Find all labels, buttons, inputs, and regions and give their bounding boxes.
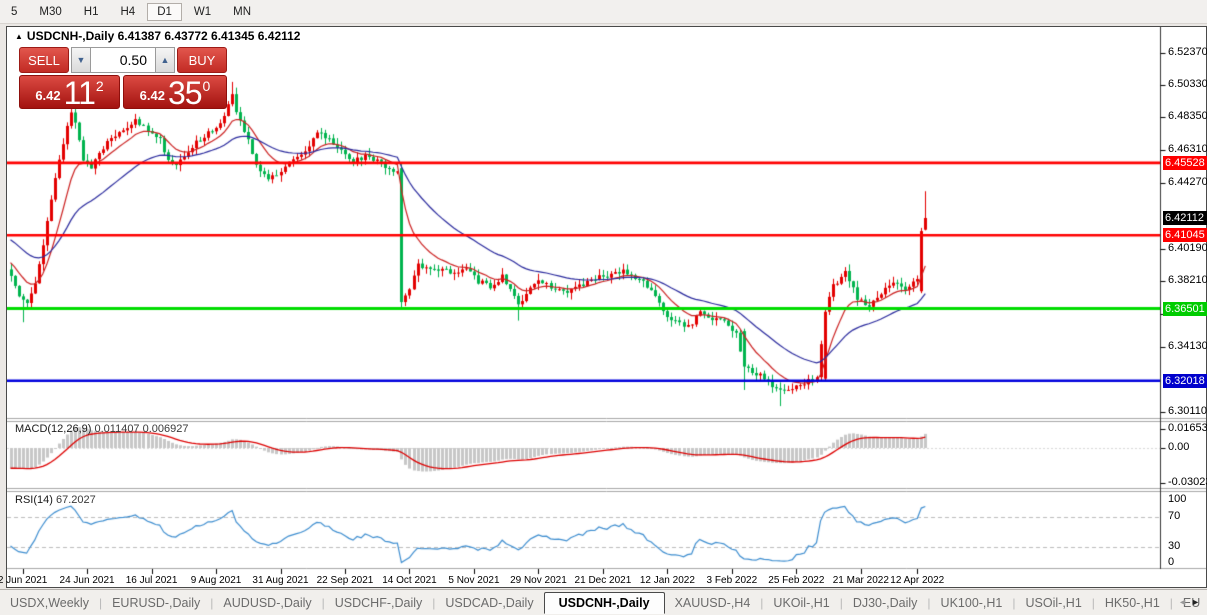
tab-separator: | bbox=[1012, 596, 1016, 610]
date-label: 14 Oct 2021 bbox=[382, 575, 437, 586]
date-label: 25 Feb 2022 bbox=[768, 575, 825, 586]
chart-ohlc-values: 6.41387 6.43772 6.41345 6.42112 bbox=[117, 29, 301, 43]
price-tick-label: 6.38210 bbox=[1168, 273, 1207, 286]
tab-scroll-arrows: ◄► bbox=[1178, 597, 1204, 607]
date-label: 12 Apr 2022 bbox=[890, 575, 945, 586]
date-label: 21 Dec 2021 bbox=[574, 575, 632, 586]
date-label: 2 Jun 2021 bbox=[0, 575, 48, 586]
one-click-trade-panel: SELL ▼ 0.50 ▲ BUY 6.42 11 2 6.42 35 0 bbox=[19, 47, 227, 109]
tab-separator: | bbox=[432, 596, 436, 610]
buy-price-small: 6.42 bbox=[139, 88, 165, 103]
date-label: 22 Sep 2021 bbox=[316, 575, 374, 586]
collapse-trade-panel-icon[interactable]: ▲ bbox=[15, 32, 23, 41]
tab-separator: | bbox=[1169, 596, 1173, 610]
buy-price-big: 35 bbox=[167, 75, 203, 111]
date-label: 24 Jun 2021 bbox=[59, 575, 115, 586]
sell-button[interactable]: SELL bbox=[19, 47, 69, 73]
macd-tick-label: 0.00 bbox=[1168, 441, 1190, 453]
sell-price-sup: 2 bbox=[95, 78, 104, 94]
chart-tab-eu[interactable]: EU bbox=[1182, 596, 1201, 610]
chart-tab-usdchf-daily[interactable]: USDCHF-,Daily bbox=[334, 596, 423, 610]
chart-tab-hk50-h1[interactable]: HK50-,H1 bbox=[1104, 596, 1160, 610]
chart-tab-usdcad-daily[interactable]: USDCAD-,Daily bbox=[445, 596, 534, 610]
timeframe-button-D1[interactable]: D1 bbox=[147, 2, 182, 21]
timeframe-button-5[interactable]: 5 bbox=[11, 5, 18, 18]
price-tick-label: 6.30110 bbox=[1168, 404, 1207, 417]
rsi-tick-label: 30 bbox=[1168, 540, 1181, 552]
timeframe-button-M30[interactable]: M30 bbox=[39, 5, 62, 18]
timeframe-toolbar: 5 M30 H1 H4 D1 W1 MN bbox=[0, 0, 1207, 24]
date-label: 29 Nov 2021 bbox=[510, 575, 567, 586]
volume-increase-button[interactable]: ▲ bbox=[155, 47, 175, 73]
rsi-tick-label: 70 bbox=[1168, 510, 1181, 522]
rsi-tick-label: 100 bbox=[1168, 493, 1187, 505]
date-label: 21 Mar 2022 bbox=[832, 575, 889, 586]
date-label: 3 Feb 2022 bbox=[706, 575, 758, 586]
chart-tab-audusd-daily[interactable]: AUDUSD-,Daily bbox=[223, 596, 312, 610]
buy-price-sup: 0 bbox=[202, 78, 211, 94]
price-tick-label: 6.46310 bbox=[1168, 143, 1207, 156]
sell-price-display[interactable]: 6.42 11 2 bbox=[19, 75, 120, 109]
chart-canvas[interactable] bbox=[7, 27, 1206, 587]
chart-tab-xauusd-h4[interactable]: XAUUSD-,H4 bbox=[674, 596, 751, 610]
macd-tick-label: 0.01653 bbox=[1168, 422, 1207, 434]
chevron-up-icon: ▲ bbox=[160, 55, 170, 65]
chart-tab-bar: USDX,Weekly | EURUSD-,Daily | AUDUSD-,Daily |… bbox=[0, 589, 1207, 615]
buy-button[interactable]: BUY bbox=[177, 47, 227, 73]
price-level-label: 6.45528 bbox=[1163, 155, 1207, 170]
price-tick-label: 6.50330 bbox=[1168, 78, 1207, 91]
tab-scroll-right-icon[interactable]: ► bbox=[1191, 597, 1204, 607]
tab-separator: | bbox=[839, 596, 843, 610]
timeframe-button-MN[interactable]: MN bbox=[233, 5, 252, 18]
tab-separator: | bbox=[1091, 596, 1095, 610]
chart-tab-ukoil-h1[interactable]: UKOil-,H1 bbox=[773, 596, 830, 610]
sell-price-big: 11 bbox=[63, 75, 96, 111]
chart-tab-dj30-daily[interactable]: DJ30-,Daily bbox=[852, 596, 918, 610]
chevron-down-icon: ▼ bbox=[76, 55, 86, 65]
volume-spinner: ▼ 0.50 ▲ bbox=[71, 47, 175, 73]
rsi-tick-label: 0 bbox=[1168, 556, 1175, 568]
tab-separator: | bbox=[98, 596, 103, 610]
chart-tab-usdcnh-daily[interactable]: USDCNH-,Daily bbox=[543, 592, 665, 614]
price-level-label: 6.36501 bbox=[1163, 301, 1207, 316]
tab-scroll-left-icon[interactable]: ◄ bbox=[1178, 597, 1192, 607]
timeframe-button-H1[interactable]: H1 bbox=[83, 5, 99, 18]
price-tick-label: 6.52370 bbox=[1168, 45, 1207, 58]
chart-symbol-label: USDCNH-,Daily bbox=[26, 29, 115, 43]
price-tick-label: 6.48350 bbox=[1168, 110, 1207, 123]
price-tick-label: 6.40190 bbox=[1168, 242, 1207, 254]
date-label: 31 Aug 2021 bbox=[252, 575, 309, 586]
volume-decrease-button[interactable]: ▼ bbox=[71, 47, 91, 73]
volume-input[interactable]: 0.50 bbox=[91, 47, 155, 73]
price-tick-label: 6.34130 bbox=[1168, 339, 1207, 352]
chart-tab-usdx-weekly[interactable]: USDX,Weekly bbox=[10, 596, 89, 610]
chart-tab-uk100-h1[interactable]: UK100-,H1 bbox=[940, 596, 1003, 610]
chart-tab-eurusd-daily[interactable]: EURUSD-,Daily bbox=[112, 596, 201, 610]
price-level-label: 6.42112 bbox=[1163, 211, 1207, 225]
price-level-label: 6.41045 bbox=[1163, 228, 1207, 243]
sell-price-small: 6.42 bbox=[35, 88, 61, 103]
chart-tab-usoil-h1[interactable]: USOil-,H1 bbox=[1025, 596, 1082, 610]
date-label: 12 Jan 2022 bbox=[639, 575, 695, 586]
rsi-indicator-label: RSI(14) 67.2027 bbox=[15, 494, 96, 506]
date-label: 9 Aug 2021 bbox=[190, 575, 242, 586]
chart-window: ▲ USDCNH-,Daily 6.41387 6.43772 6.41345 6… bbox=[0, 26, 1207, 588]
tab-separator: | bbox=[321, 596, 325, 610]
date-label: 5 Nov 2021 bbox=[448, 575, 500, 586]
tab-separator: | bbox=[210, 596, 214, 610]
tab-separator: | bbox=[760, 596, 764, 610]
timeframe-button-W1[interactable]: W1 bbox=[193, 5, 212, 18]
price-tick-label: 6.44270 bbox=[1168, 176, 1207, 189]
macd-tick-label: -0.03023 bbox=[1168, 475, 1207, 488]
tab-separator: | bbox=[927, 596, 931, 610]
macd-indicator-label: MACD(12,26,9) 0.011407 0.006927 bbox=[15, 423, 189, 435]
price-level-label: 6.32018 bbox=[1163, 373, 1207, 388]
buy-price-display[interactable]: 6.42 35 0 bbox=[123, 75, 227, 109]
timeframe-button-H4[interactable]: H4 bbox=[120, 5, 136, 18]
chart-header: ▲ USDCNH-,Daily 6.41387 6.43772 6.41345 6… bbox=[15, 29, 300, 43]
date-label: 16 Jul 2021 bbox=[125, 575, 178, 586]
